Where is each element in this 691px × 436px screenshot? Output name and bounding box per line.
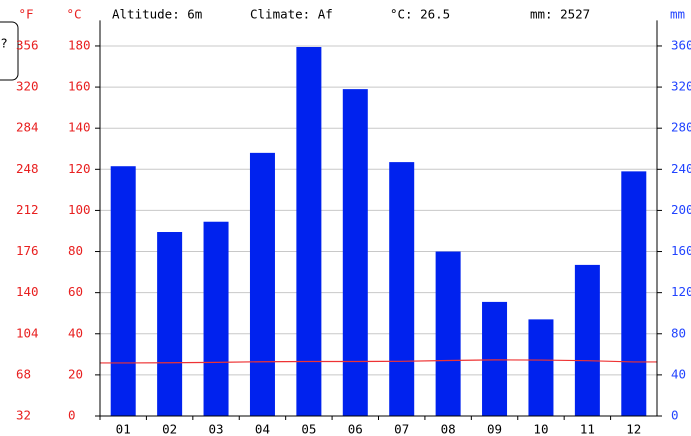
bar bbox=[203, 221, 229, 416]
c-tick-label: 180 bbox=[68, 37, 91, 52]
mm-tick-label: 160 bbox=[671, 243, 691, 258]
c-tick-label: 160 bbox=[68, 79, 91, 94]
bar bbox=[249, 152, 275, 416]
f-tick-label: 356 bbox=[16, 37, 39, 52]
mm-tick-label: 360 bbox=[671, 37, 691, 52]
bar bbox=[110, 166, 136, 416]
f-axis-label: °F bbox=[18, 7, 33, 22]
f-tick-label: 212 bbox=[16, 202, 39, 217]
c-tick-label: 0 bbox=[68, 408, 76, 423]
f-tick-label: 32 bbox=[16, 408, 31, 423]
climate: Climate: Af bbox=[250, 7, 333, 22]
f-tick-label: 68 bbox=[16, 366, 31, 381]
f-tick-label: 104 bbox=[16, 325, 39, 340]
c-tick-label: 100 bbox=[68, 202, 91, 217]
help-button-label[interactable]: ? bbox=[0, 36, 8, 51]
mm-tick-label: 320 bbox=[671, 79, 691, 94]
x-tick-label: 08 bbox=[441, 422, 456, 436]
x-tick-label: 09 bbox=[487, 422, 502, 436]
bar bbox=[482, 301, 508, 416]
x-tick-label: 11 bbox=[580, 422, 595, 436]
bar bbox=[342, 89, 368, 417]
c-tick-label: 60 bbox=[68, 284, 83, 299]
bar bbox=[389, 162, 415, 416]
f-tick-label: 284 bbox=[16, 120, 39, 135]
mm-tick-label: 120 bbox=[671, 284, 691, 299]
f-tick-label: 320 bbox=[16, 79, 39, 94]
c-axis-label: °C bbox=[66, 7, 81, 22]
x-tick-label: 04 bbox=[255, 422, 270, 436]
x-tick-label: 07 bbox=[394, 422, 409, 436]
bar bbox=[296, 46, 322, 417]
c-tick-label: 80 bbox=[68, 243, 83, 258]
bar bbox=[157, 232, 183, 416]
help-button[interactable] bbox=[0, 21, 19, 81]
bar bbox=[528, 319, 554, 416]
mm-tick-label: 0 bbox=[671, 408, 679, 423]
x-tick-label: 05 bbox=[301, 422, 316, 436]
x-tick-label: 01 bbox=[116, 422, 131, 436]
total-precipitation: mm: 2527 bbox=[530, 7, 590, 22]
f-tick-label: 140 bbox=[16, 284, 39, 299]
mean-temperature: °C: 26.5 bbox=[390, 7, 450, 22]
bar bbox=[574, 264, 600, 416]
mm-tick-label: 40 bbox=[671, 366, 686, 381]
x-tick-label: 02 bbox=[162, 422, 177, 436]
temperature-line bbox=[100, 359, 657, 364]
f-tick-label: 248 bbox=[16, 161, 39, 176]
c-tick-label: 120 bbox=[68, 161, 91, 176]
c-tick-label: 20 bbox=[68, 366, 83, 381]
x-tick-label: 03 bbox=[209, 422, 224, 436]
bar bbox=[621, 171, 647, 416]
x-tick-label: 12 bbox=[626, 422, 641, 436]
mm-tick-label: 280 bbox=[671, 120, 691, 135]
mm-tick-label: 200 bbox=[671, 202, 691, 217]
mm-tick-label: 80 bbox=[671, 325, 686, 340]
mm-tick-label: 240 bbox=[671, 161, 691, 176]
x-tick-label: 10 bbox=[533, 422, 548, 436]
altitude: Altitude: 6m bbox=[112, 7, 202, 22]
x-tick-label: 06 bbox=[348, 422, 363, 436]
c-tick-label: 40 bbox=[68, 325, 83, 340]
mm-axis-label: mm bbox=[670, 7, 685, 22]
bar bbox=[435, 251, 461, 416]
c-tick-label: 140 bbox=[68, 120, 91, 135]
f-tick-label: 176 bbox=[16, 243, 39, 258]
